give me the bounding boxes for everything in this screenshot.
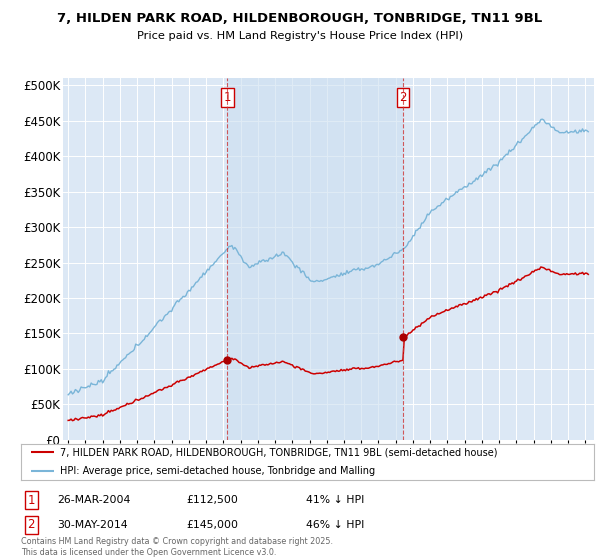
Text: 1: 1 <box>28 493 35 507</box>
Text: Contains HM Land Registry data © Crown copyright and database right 2025.
This d: Contains HM Land Registry data © Crown c… <box>21 537 333 557</box>
Text: £145,000: £145,000 <box>186 520 238 530</box>
Text: HPI: Average price, semi-detached house, Tonbridge and Malling: HPI: Average price, semi-detached house,… <box>60 466 375 476</box>
Text: 2: 2 <box>28 518 35 531</box>
Text: 1: 1 <box>224 91 231 104</box>
Bar <box>227 78 403 440</box>
Text: 46% ↓ HPI: 46% ↓ HPI <box>306 520 364 530</box>
Text: Price paid vs. HM Land Registry's House Price Index (HPI): Price paid vs. HM Land Registry's House … <box>137 31 463 41</box>
Text: 7, HILDEN PARK ROAD, HILDENBOROUGH, TONBRIDGE, TN11 9BL: 7, HILDEN PARK ROAD, HILDENBOROUGH, TONB… <box>58 12 542 25</box>
Text: 26-MAR-2004: 26-MAR-2004 <box>57 495 130 505</box>
Text: 41% ↓ HPI: 41% ↓ HPI <box>306 495 364 505</box>
Text: 7, HILDEN PARK ROAD, HILDENBOROUGH, TONBRIDGE, TN11 9BL (semi-detached house): 7, HILDEN PARK ROAD, HILDENBOROUGH, TONB… <box>60 447 497 458</box>
Text: £112,500: £112,500 <box>186 495 238 505</box>
Text: 30-MAY-2014: 30-MAY-2014 <box>57 520 128 530</box>
Text: 2: 2 <box>399 91 407 104</box>
